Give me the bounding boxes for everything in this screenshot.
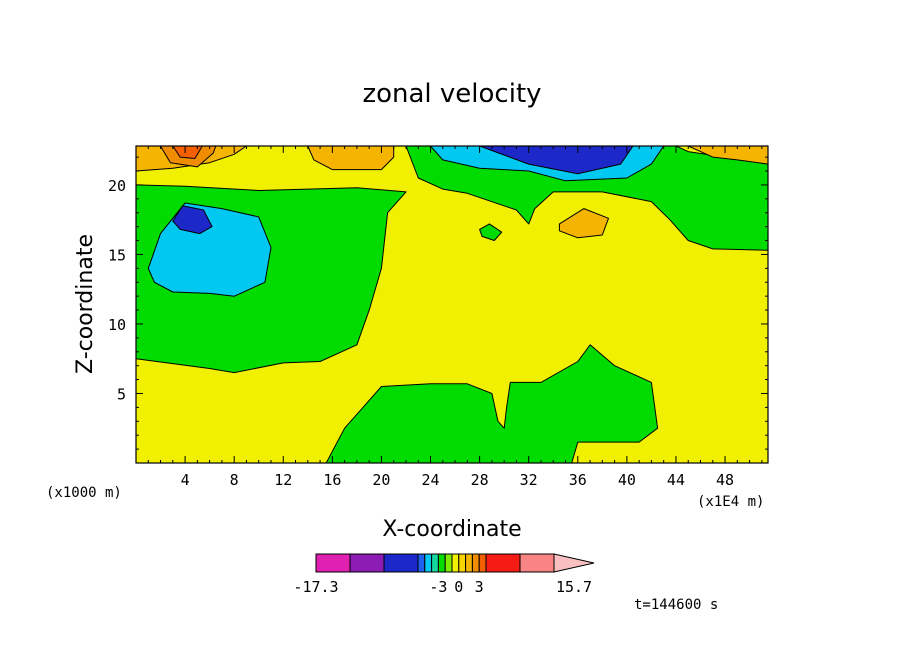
y-tick-label: 15 [108,246,126,264]
x-tick-label: 8 [230,471,239,489]
colorbar-segment [471,553,480,573]
colorbar-segment [383,553,419,573]
y-tick-label: 5 [117,385,126,403]
colorbar-label: 0 [454,578,463,596]
y-axis: 5 10 15 20 [108,156,768,450]
x-tick-label: 28 [471,471,489,489]
colorbar-label: -3 [429,578,447,596]
colorbar-label: -17.3 [293,578,338,596]
x-tick-label: 16 [323,471,341,489]
x-tick-label: 24 [421,471,439,489]
colorbar-segment [444,553,453,573]
colorbar-label: 3 [475,578,484,596]
contour-region [307,146,395,171]
contour-region [172,146,203,159]
x-axis: 4 8 12 16 20 24 28 32 36 40 44 48 [147,146,763,489]
x-tick-label: 12 [274,471,292,489]
colorbar-segment [431,553,439,573]
plot-area [135,145,769,464]
contour-region [172,205,213,235]
time-label: t=144600 s [634,597,718,613]
x-tick-label: 48 [716,471,734,489]
x-tick-label: 4 [181,471,190,489]
colorbar-segment [451,553,460,573]
x-axis-label: X-coordinate [382,517,521,542]
x-tick-label: 32 [520,471,538,489]
colorbar-segment [458,553,467,573]
colorbar-segment [465,553,473,573]
colorbar-segment [424,553,433,573]
contour-region [479,223,503,241]
chart-title: zonal velocity [362,79,541,109]
contour-region [479,146,634,175]
colorbar-segment [478,553,487,573]
colorbar-segment [437,553,446,573]
colorbar-segment [485,553,521,573]
x-tick-label: 36 [569,471,587,489]
x-tick-label: 40 [618,471,636,489]
colorbar-segment [519,553,555,573]
contour-region [687,146,768,165]
colorbar: -17.3 -3 0 3 15.7 [293,553,595,596]
y-tick-label: 20 [108,177,126,195]
contour-region [558,208,609,239]
x-unit-left: (x1000 m) [46,485,122,501]
y-tick-label: 10 [108,316,126,334]
contour-region [325,344,659,463]
x-tick-label: 44 [667,471,685,489]
colorbar-segment [349,553,385,573]
colorbar-segment [417,553,426,573]
x-unit-right: (x1E4 m) [697,494,764,510]
plot-frame [135,145,769,464]
y-axis-label: Z-coordinate [73,234,98,374]
x-tick-label: 20 [372,471,390,489]
colorbar-segment [315,553,351,573]
colorbar-segment [553,553,595,573]
colorbar-label: 15.7 [556,578,592,596]
